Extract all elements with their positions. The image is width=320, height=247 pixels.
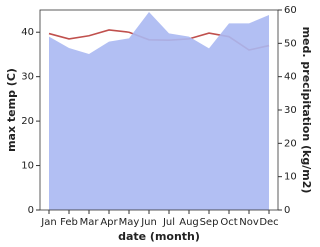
x-tick-label: May xyxy=(119,217,140,228)
y-tick-label: 20 xyxy=(21,116,34,127)
y2-tick-label: 20 xyxy=(284,138,297,149)
x-tick-label: Mar xyxy=(80,217,100,228)
x-tick-label: Jan xyxy=(40,217,56,228)
y-tick-label: 40 xyxy=(21,27,34,38)
y2-tick-label: 40 xyxy=(284,72,297,83)
x-tick-label: Jul xyxy=(162,217,175,228)
y2-tick-label: 30 xyxy=(284,105,297,116)
x-tick-label: Aug xyxy=(179,217,199,228)
y2-axis-label: med. precipitation (kg/m2) xyxy=(300,27,313,194)
x-tick-label: Oct xyxy=(220,217,237,228)
x-tick-label: Jun xyxy=(140,217,157,228)
x-tick-label: Feb xyxy=(60,217,78,228)
x-axis-label: date (month) xyxy=(118,230,200,243)
precipitation-area xyxy=(49,12,269,210)
x-tick-label: Sep xyxy=(200,217,219,228)
x-tick-label: Nov xyxy=(239,217,259,228)
y2-tick-label: 10 xyxy=(284,172,297,183)
x-tick-label: Apr xyxy=(100,217,118,228)
x-tick-label: Dec xyxy=(259,217,278,228)
y-axis-label: max temp (C) xyxy=(5,68,18,152)
y-tick-label: 0 xyxy=(28,205,34,216)
y2-tick-label: 60 xyxy=(284,5,297,16)
y2-tick-label: 0 xyxy=(284,205,290,216)
y-tick-label: 10 xyxy=(21,161,34,172)
y2-tick-label: 50 xyxy=(284,38,297,49)
y-tick-label: 30 xyxy=(21,72,34,83)
